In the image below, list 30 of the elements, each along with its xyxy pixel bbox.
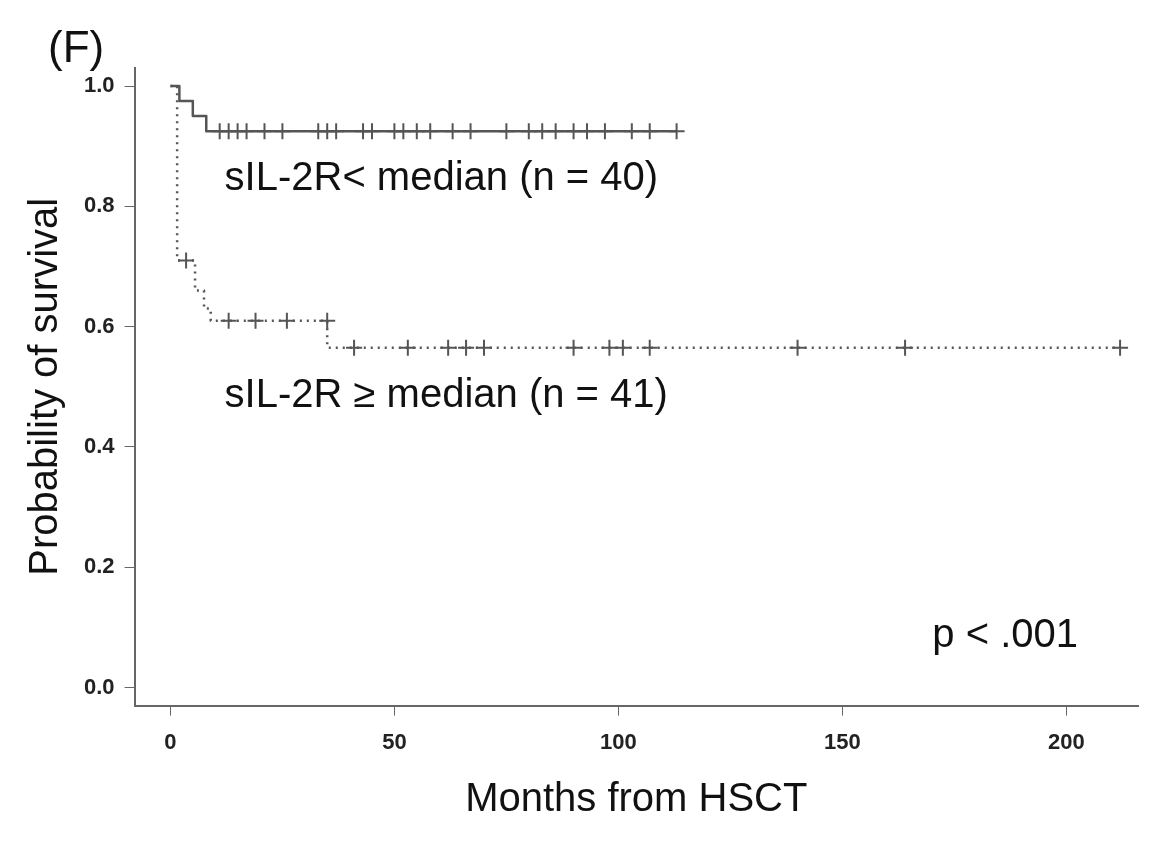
point: [398, 338, 417, 357]
point: [640, 338, 659, 357]
y-tick-label: 0.8: [83, 192, 115, 218]
y-tick-label: 0.6: [83, 312, 115, 338]
y-tick-label: 0.0: [83, 673, 115, 699]
point: [439, 338, 458, 357]
series-label: sIL-2R ≥ median (n = 41): [224, 370, 668, 415]
point: [246, 311, 265, 330]
x-tick-label: 100: [600, 728, 637, 754]
point: [564, 338, 583, 357]
x-axis-title: Months from HSCT: [465, 775, 808, 820]
x-tick-label: 0: [164, 728, 177, 754]
y-tick-label: 0.4: [83, 433, 116, 459]
point: [788, 338, 807, 357]
point: [219, 311, 238, 330]
x-tick-label: 200: [1047, 728, 1085, 754]
point: [896, 338, 915, 357]
annotation: p < .001: [932, 610, 1078, 655]
y-tick-label: 0.2: [83, 553, 115, 579]
point: [613, 338, 632, 357]
point: [457, 338, 476, 357]
point: [318, 311, 337, 330]
x-tick-label: 150: [823, 728, 861, 754]
point: [1111, 338, 1130, 357]
x-tick-label: 50: [382, 728, 407, 754]
chart-title: (F): [48, 22, 105, 72]
y-axis-title: Probability of survival: [21, 197, 66, 576]
y-tick-label: 1.0: [83, 72, 115, 98]
series-label: sIL-2R< median (n = 40): [224, 154, 659, 199]
point: [345, 338, 364, 357]
